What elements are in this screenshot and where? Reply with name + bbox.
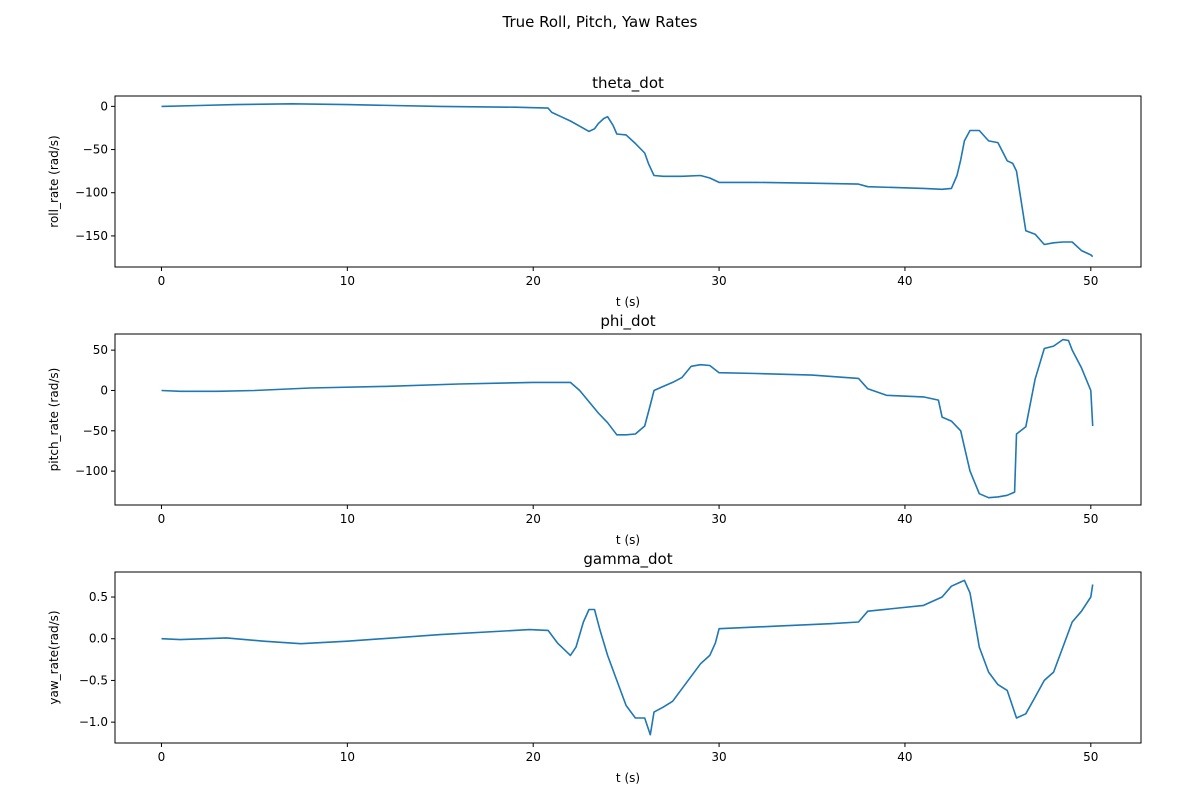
x-tick-label: 50 <box>1083 274 1098 288</box>
series-line-phi_dot <box>161 338 1094 499</box>
y-tick-label: −1.0 <box>79 715 108 729</box>
x-axis-label: t (s) <box>616 533 640 547</box>
x-tick-label: 20 <box>526 512 541 526</box>
x-tick-label: 10 <box>340 274 355 288</box>
x-tick-label: 30 <box>711 512 726 526</box>
y-axis-label: yaw_rate(rad/s) <box>47 610 61 704</box>
axis-title: gamma_dot <box>583 550 672 569</box>
x-tick-label: 20 <box>526 750 541 764</box>
x-tick-label: 30 <box>711 274 726 288</box>
axis-title: theta_dot <box>592 74 664 93</box>
axes-frame <box>114 333 1142 506</box>
x-axis-label: t (s) <box>616 771 640 785</box>
subplot-gamma_dot: gamma_dot 0 10 20 30 40 50 0.5 0.0 −0.5 −1.0 t (s) y… <box>47 550 1142 785</box>
y-tick-label: −0.5 <box>79 673 108 687</box>
series-line-theta_dot <box>161 103 1094 258</box>
axes-frame <box>114 571 1142 744</box>
y-tick-label: 0.0 <box>89 632 108 646</box>
x-tick-label: 40 <box>897 274 912 288</box>
x-tick-label: 20 <box>526 274 541 288</box>
y-tick-label: −150 <box>75 229 108 243</box>
y-tick-label: 0.5 <box>89 590 108 604</box>
x-tick-label: 50 <box>1083 512 1098 526</box>
x-tick-label: 0 <box>158 512 166 526</box>
y-tick-label: −50 <box>83 143 108 157</box>
axes-frame <box>114 95 1142 268</box>
y-tick-label: 50 <box>93 343 108 357</box>
x-tick-label: 50 <box>1083 750 1098 764</box>
x-tick-label: 0 <box>158 750 166 764</box>
y-tick-label: −100 <box>75 186 108 200</box>
x-axis-label: t (s) <box>616 295 640 309</box>
y-tick-label: 0 <box>100 383 108 397</box>
x-tick-label: 40 <box>897 750 912 764</box>
y-tick-label: −50 <box>83 424 108 438</box>
x-tick-label: 10 <box>340 512 355 526</box>
subplot-theta_dot: theta_dot 0 10 20 30 40 50 0 −50 −100 −150 t (s) rol… <box>47 74 1142 309</box>
x-tick-label: 40 <box>897 512 912 526</box>
y-axis-label: roll_rate (rad/s) <box>47 135 61 227</box>
x-tick-label: 30 <box>711 750 726 764</box>
subplot-phi_dot: phi_dot 0 10 20 30 40 50 50 0 −50 −100 t (s) pitch_r… <box>47 312 1142 547</box>
y-tick-label: 0 <box>100 99 108 113</box>
y-tick-label: −100 <box>75 464 108 478</box>
x-tick-label: 10 <box>340 750 355 764</box>
x-tick-label: 0 <box>158 274 166 288</box>
axis-title: phi_dot <box>600 312 655 331</box>
subplots-container: theta_dot 0 10 20 30 40 50 0 −50 −100 −150 t (s) rol… <box>47 74 1142 785</box>
figure-suptitle: True Roll, Pitch, Yaw Rates <box>501 13 697 31</box>
y-axis-label: pitch_rate (rad/s) <box>47 368 61 472</box>
series-line-gamma_dot <box>161 579 1094 736</box>
